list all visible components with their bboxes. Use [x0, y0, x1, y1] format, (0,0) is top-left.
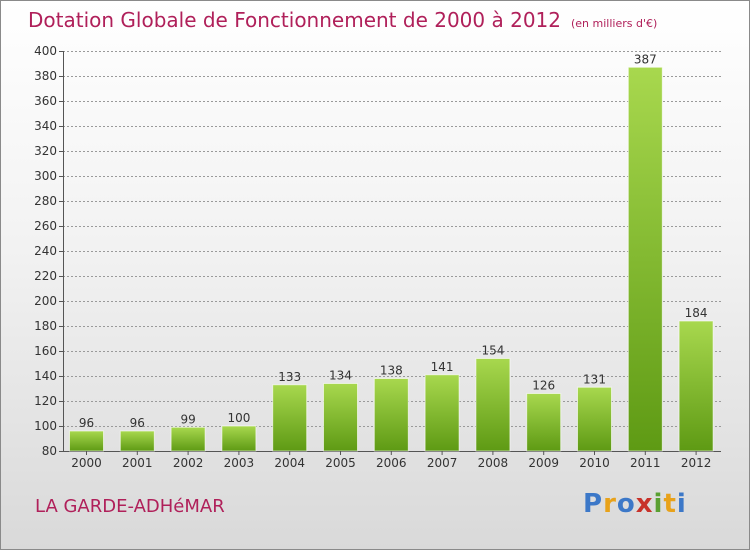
bar-value-label: 100 [227, 411, 250, 425]
logo-letter: r [603, 489, 617, 519]
bar-value-label: 184 [685, 306, 708, 320]
bar-value-label: 131 [583, 372, 606, 386]
y-tick-label: 280 [34, 194, 57, 208]
bar-value-label: 133 [278, 370, 301, 384]
commune-name: LA GARDE-ADHéMAR [35, 496, 225, 517]
bar [678, 320, 714, 452]
x-tick-label: 2006 [376, 456, 407, 470]
chart-title-text: Dotation Globale de Fonctionnement de 20… [28, 8, 561, 32]
bar-value-label: 96 [79, 416, 94, 430]
logo-letter: o [616, 489, 636, 519]
y-tick-label: 340 [34, 119, 57, 133]
x-tick-label: 2005 [325, 456, 356, 470]
bar [119, 430, 155, 452]
bar [323, 383, 358, 452]
bar [69, 430, 104, 452]
bar-value-label: 134 [329, 369, 352, 383]
chart-title: Dotation Globale de Fonctionnement de 20… [28, 8, 657, 32]
x-tick-label: 2008 [478, 456, 509, 470]
y-tick-label: 260 [34, 219, 57, 233]
y-tick-label: 300 [34, 169, 57, 183]
y-tick-label: 120 [34, 394, 57, 408]
bar-value-label: 138 [380, 364, 403, 378]
bar [577, 386, 612, 452]
y-tick-label: 80 [42, 444, 57, 458]
x-tick-label: 2012 [681, 456, 712, 470]
x-tick-label: 2000 [71, 456, 102, 470]
bar-value-label: 154 [481, 344, 504, 358]
x-tick-label: 2001 [122, 456, 153, 470]
bar-value-label: 99 [180, 412, 195, 426]
y-tick-label: 140 [34, 369, 57, 383]
logo-letter: t [663, 489, 677, 519]
y-tick-label: 240 [34, 244, 57, 258]
y-tick-label: 220 [34, 269, 57, 283]
bar-value-label: 96 [130, 416, 145, 430]
bar-value-label: 126 [532, 379, 555, 393]
y-tick-label: 360 [34, 94, 57, 108]
logo-letter: i [676, 489, 687, 519]
bar [221, 425, 257, 452]
bar-value-label: 387 [634, 52, 657, 66]
proxiti-logo: Proxiti [583, 489, 687, 519]
logo-letter: x [635, 489, 654, 519]
x-tick-label: 2009 [528, 456, 559, 470]
x-tick-label: 2004 [274, 456, 305, 470]
bar-value-label: 141 [431, 360, 454, 374]
bar [627, 66, 663, 452]
x-tick-label: 2007 [427, 456, 458, 470]
y-tick-label: 100 [34, 419, 57, 433]
bar [272, 384, 308, 452]
x-tick-label: 2011 [630, 456, 661, 470]
y-tick-label: 180 [34, 319, 57, 333]
y-tick-label: 160 [34, 344, 57, 358]
y-axis: 80 100 120 140 160 180 200 220 240 260 280 300 320 34… [34, 44, 721, 458]
logo-letter: i [653, 489, 664, 519]
y-tick-label: 320 [34, 144, 57, 158]
y-tick-label: 400 [34, 44, 57, 58]
bar [526, 393, 562, 452]
bars: 96 96 99 100 133 134 138 141 154 126 131 387 184 [69, 52, 714, 452]
bar [475, 358, 511, 452]
y-tick-label: 200 [34, 294, 57, 308]
bar [170, 426, 206, 452]
x-tick-label: 2010 [579, 456, 610, 470]
x-tick-label: 2002 [173, 456, 204, 470]
bar [373, 378, 409, 452]
bar [424, 374, 460, 452]
chart-unit-label: (en milliers d'€) [571, 17, 658, 30]
x-axis-labels: 2000 2001 2002 2003 2004 2005 2006 2007 2008 2009… [71, 451, 711, 470]
logo-letter: P [583, 489, 604, 519]
y-tick-label: 380 [34, 69, 57, 83]
x-tick-label: 2003 [224, 456, 255, 470]
